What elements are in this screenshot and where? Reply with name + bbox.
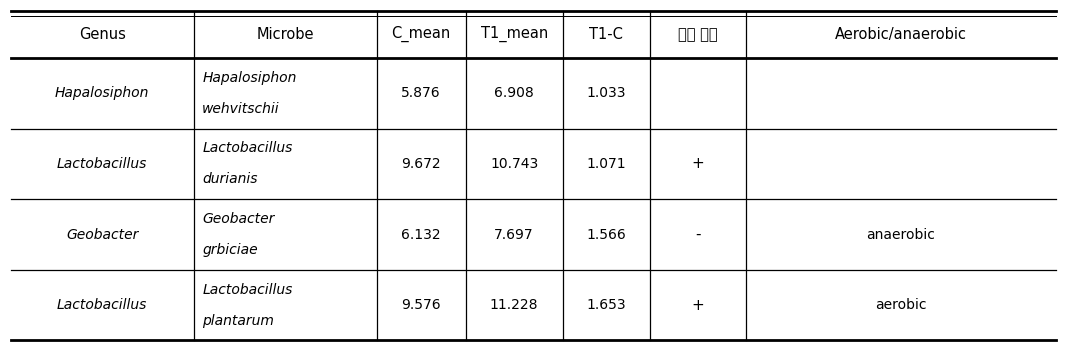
Text: Lactobacillus: Lactobacillus (57, 157, 147, 171)
Text: T1_mean: T1_mean (480, 26, 547, 42)
Text: 6.132: 6.132 (401, 227, 441, 241)
Text: aerobic: aerobic (875, 298, 927, 312)
Text: Aerobic/anaerobic: Aerobic/anaerobic (835, 27, 967, 42)
Text: 1.071: 1.071 (587, 157, 626, 171)
Text: Lactobacillus: Lactobacillus (203, 283, 292, 297)
Text: 6.908: 6.908 (494, 86, 534, 100)
Text: 5.876: 5.876 (401, 86, 441, 100)
Text: +: + (691, 298, 704, 313)
Text: durianis: durianis (203, 172, 258, 186)
Text: Lactobacillus: Lactobacillus (203, 141, 292, 155)
Text: Microbe: Microbe (256, 27, 314, 42)
Text: Geobacter: Geobacter (66, 227, 139, 241)
Text: Genus: Genus (79, 27, 126, 42)
Text: grbiciae: grbiciae (203, 243, 258, 257)
Text: 11.228: 11.228 (490, 298, 539, 312)
Text: Lactobacillus: Lactobacillus (57, 298, 147, 312)
Text: 9.672: 9.672 (401, 157, 441, 171)
Text: 10.743: 10.743 (490, 157, 538, 171)
Text: -: - (695, 227, 700, 242)
Text: 7.697: 7.697 (494, 227, 534, 241)
Text: plantarum: plantarum (203, 314, 274, 328)
Text: wehvitschii: wehvitschii (203, 102, 280, 116)
Text: Hapalosiphon: Hapalosiphon (55, 86, 149, 100)
Text: 1.033: 1.033 (587, 86, 626, 100)
Text: T1-C: T1-C (589, 27, 623, 42)
Text: +: + (691, 157, 704, 171)
Text: C_mean: C_mean (392, 26, 450, 42)
Text: 1.653: 1.653 (587, 298, 626, 312)
Text: Geobacter: Geobacter (203, 212, 274, 226)
Text: 그람 염색: 그람 염색 (678, 27, 717, 42)
Text: anaerobic: anaerobic (866, 227, 936, 241)
Text: 1.566: 1.566 (586, 227, 626, 241)
Text: 9.576: 9.576 (401, 298, 441, 312)
Text: Hapalosiphon: Hapalosiphon (203, 71, 297, 85)
